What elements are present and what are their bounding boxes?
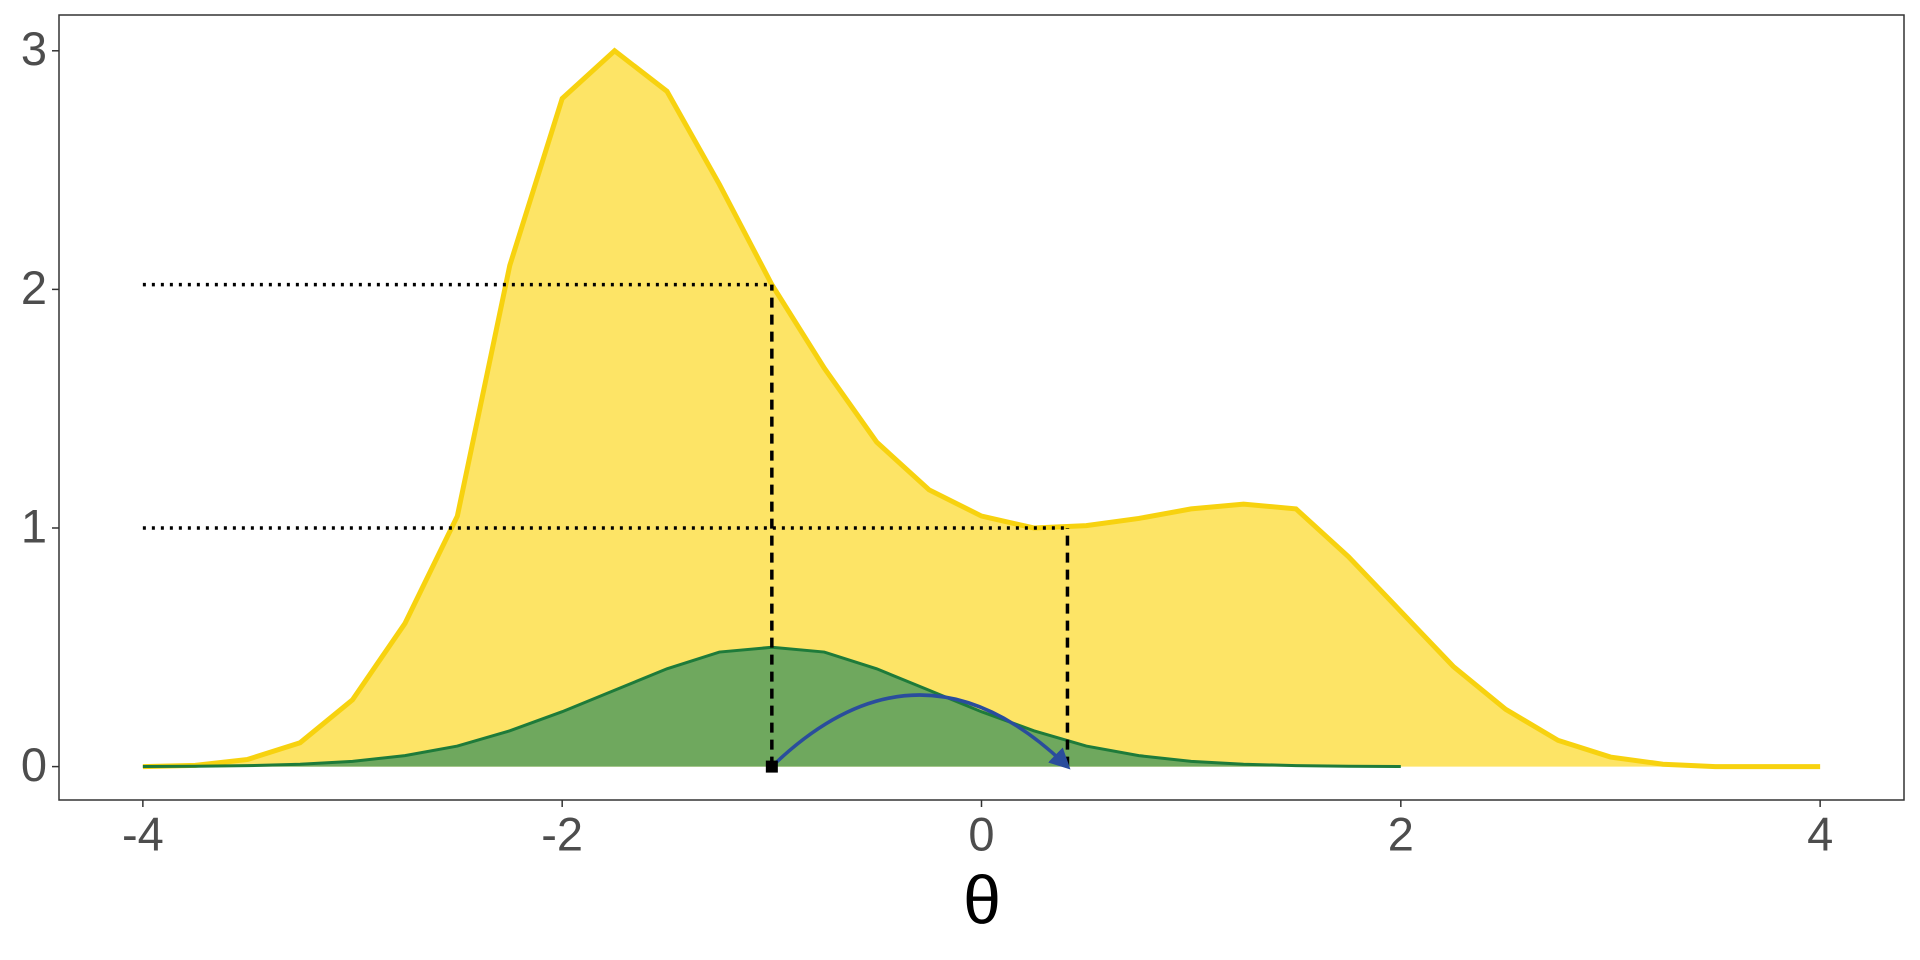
x-tick-label: -2	[541, 807, 583, 860]
density-line	[142, 47, 1821, 770]
arrow	[770, 693, 1071, 770]
x-tick-label: 0	[968, 807, 994, 860]
x-tick-label: -4	[122, 807, 164, 860]
x-tick-label: 4	[1807, 807, 1833, 860]
y-tick-label: 0	[21, 738, 47, 791]
y-tick-label: 2	[21, 261, 47, 314]
area-fill	[142, 50, 1821, 767]
start-point	[765, 760, 778, 773]
y-tick-label: 1	[21, 499, 47, 552]
x-tick-label: 2	[1388, 807, 1414, 860]
x-axis-title: θ	[963, 862, 1001, 938]
y-tick-label: 3	[21, 22, 47, 75]
